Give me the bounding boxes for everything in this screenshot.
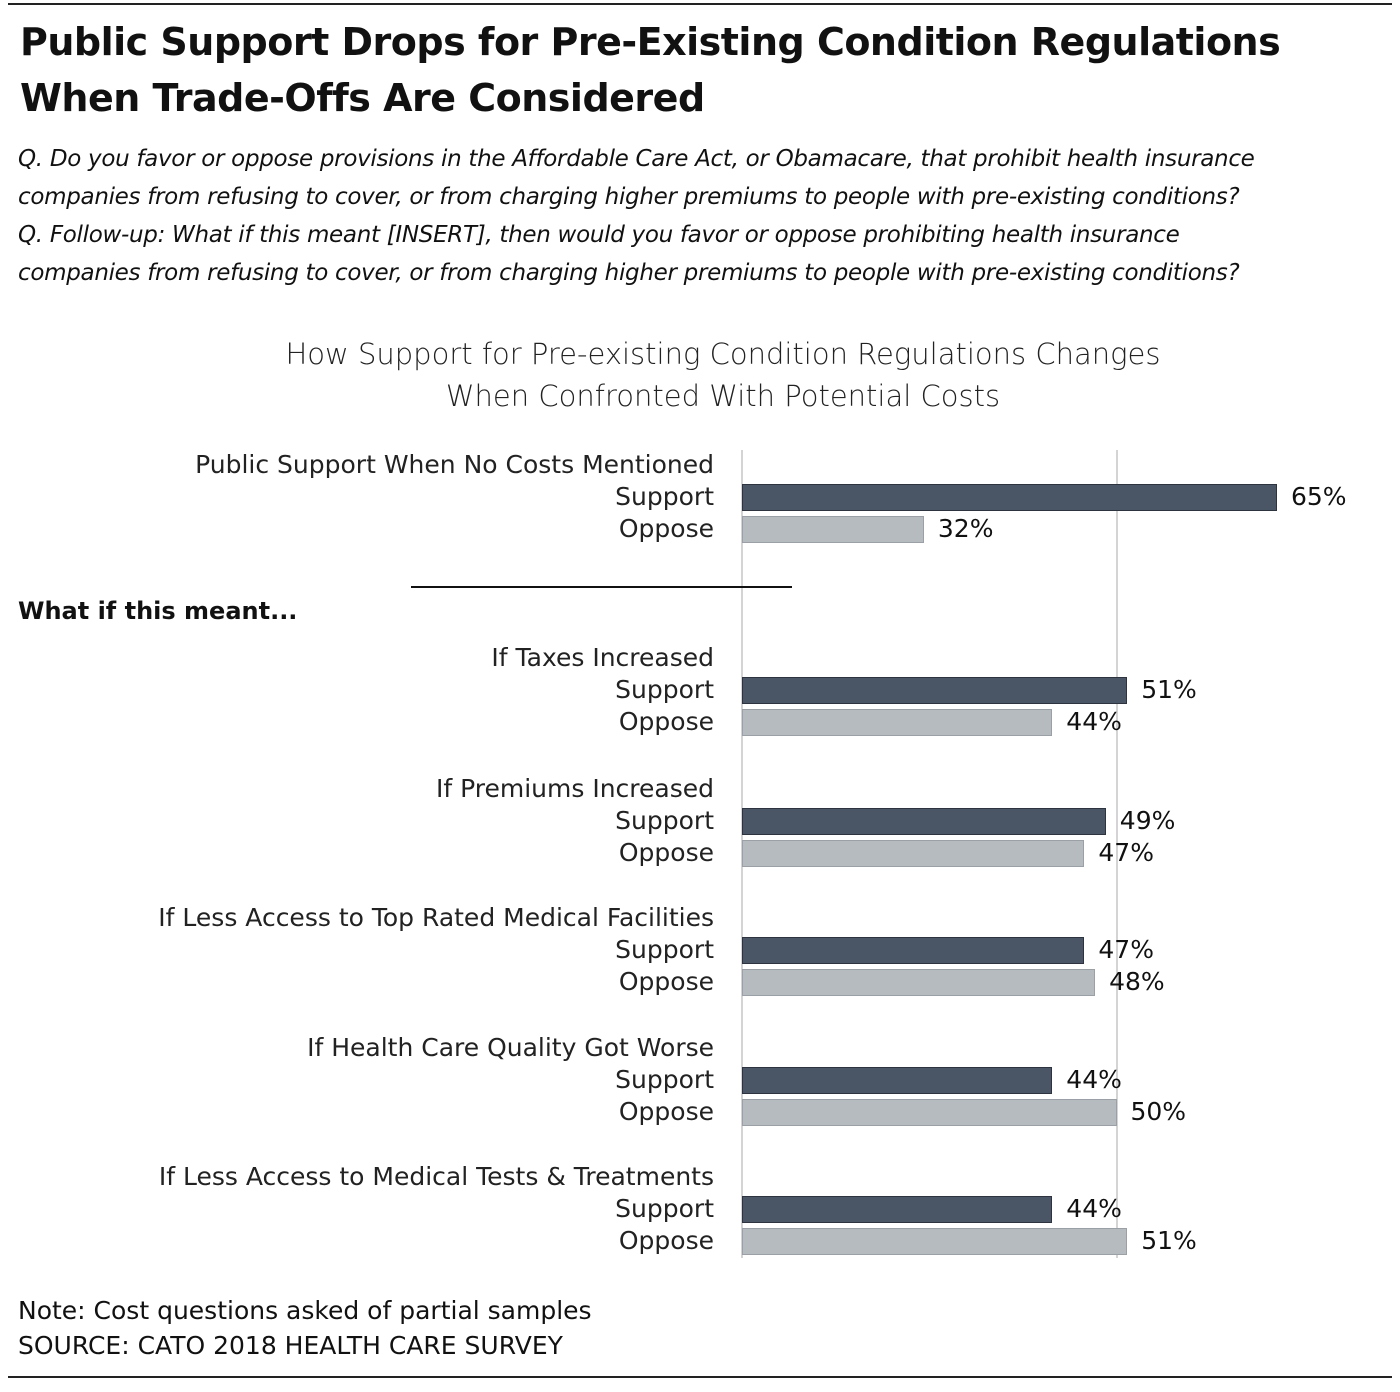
support-bar bbox=[742, 484, 1277, 511]
chart-title-line: How Support for Pre-existing Condition R… bbox=[285, 337, 1161, 371]
bottom-rule bbox=[8, 1376, 1392, 1378]
category-label: If Health Care Quality Got Worse bbox=[307, 1033, 714, 1062]
series-label: Oppose bbox=[618, 967, 714, 996]
data-label: 47% bbox=[1098, 935, 1154, 964]
support-bar bbox=[742, 1196, 1053, 1223]
separator-line bbox=[411, 586, 792, 588]
data-label: 51% bbox=[1141, 1226, 1197, 1255]
category-label: Public Support When No Costs Mentioned bbox=[195, 450, 714, 479]
question-line: Q. Do you favor or oppose provisions in … bbox=[18, 146, 1255, 172]
data-label: 50% bbox=[1130, 1097, 1187, 1126]
series-label: Support bbox=[615, 806, 714, 835]
oppose-bar bbox=[742, 1228, 1128, 1255]
survey-questions: Q. Do you favor or oppose provisions in … bbox=[18, 140, 1388, 292]
question-line: companies from refusing to cover, or fro… bbox=[18, 260, 1240, 286]
data-label: 44% bbox=[1066, 1194, 1122, 1223]
data-label: 32% bbox=[937, 514, 994, 543]
data-label: 48% bbox=[1109, 967, 1165, 996]
chart-title-line: When Confronted With Potential Costs bbox=[445, 379, 1001, 413]
series-label: Oppose bbox=[618, 1226, 714, 1255]
footnote: Note: Cost questions asked of partial sa… bbox=[18, 1293, 592, 1363]
data-label: 51% bbox=[1141, 675, 1197, 704]
oppose-bar bbox=[742, 969, 1096, 996]
series-label: Oppose bbox=[618, 838, 714, 867]
oppose-bar bbox=[742, 1099, 1117, 1126]
gridline bbox=[1115, 450, 1118, 1258]
series-label: Support bbox=[615, 1194, 714, 1223]
series-label: Support bbox=[615, 675, 714, 704]
oppose-bar bbox=[742, 709, 1053, 736]
section-label: What if this meant... bbox=[18, 597, 298, 625]
page-title: Public Support Drops for Pre-Existing Co… bbox=[20, 20, 1281, 120]
category-label: If Less Access to Medical Tests & Treatm… bbox=[158, 1162, 714, 1191]
top-rule bbox=[8, 3, 1392, 5]
note-text: Note: Cost questions asked of partial sa… bbox=[18, 1296, 592, 1325]
data-label: 44% bbox=[1066, 707, 1122, 736]
series-label: Support bbox=[615, 1065, 714, 1094]
support-bar bbox=[742, 677, 1128, 704]
support-bar bbox=[742, 1067, 1053, 1094]
data-label: 44% bbox=[1066, 1065, 1122, 1094]
oppose-bar bbox=[742, 840, 1085, 867]
chart-title: How Support for Pre-existing Condition R… bbox=[0, 333, 1400, 417]
source-text: SOURCE: CATO 2018 HEALTH CARE SURVEY bbox=[18, 1331, 563, 1360]
data-label: 49% bbox=[1119, 806, 1176, 835]
series-label: Oppose bbox=[618, 1097, 714, 1126]
series-label: Support bbox=[615, 482, 714, 511]
support-bar bbox=[742, 808, 1106, 835]
series-label: Oppose bbox=[618, 707, 714, 736]
data-label: 47% bbox=[1098, 838, 1154, 867]
oppose-bar bbox=[742, 516, 924, 543]
series-label: Oppose bbox=[618, 514, 714, 543]
question-line: Q. Follow-up: What if this meant [INSERT… bbox=[18, 222, 1180, 248]
series-label: Support bbox=[615, 935, 714, 964]
category-label: If Taxes Increased bbox=[491, 643, 714, 672]
category-label: If Less Access to Top Rated Medical Faci… bbox=[158, 903, 714, 932]
category-label: If Premiums Increased bbox=[435, 774, 714, 803]
question-line: companies from refusing to cover, or fro… bbox=[18, 184, 1240, 210]
support-bar bbox=[742, 937, 1085, 964]
data-label: 65% bbox=[1291, 482, 1347, 511]
